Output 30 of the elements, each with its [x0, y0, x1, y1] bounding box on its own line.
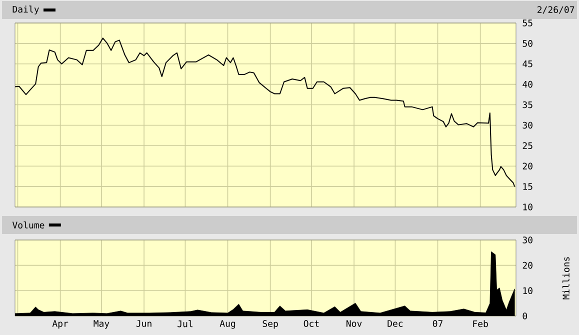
- y-tick-label: 30: [522, 122, 532, 129]
- y-tick-label: 10: [523, 204, 532, 210]
- legend-label: Volume: [12, 221, 44, 228]
- legend-label: Daily: [12, 6, 39, 14]
- x-tick-label: Jun: [136, 320, 152, 327]
- y-tick-label: 0: [522, 312, 528, 320]
- y-tick-label: 50: [522, 40, 532, 47]
- text: 2/26/07: [538, 6, 574, 14]
- x-tick-label: Jul: [178, 320, 192, 328]
- x-tick-label: Apr: [52, 320, 68, 329]
- x-tick-label: Sep: [262, 320, 278, 329]
- line-series: [15, 38, 516, 188]
- x-tick-label: May: [94, 320, 110, 329]
- y-tick-label: 20: [522, 262, 532, 269]
- y-tick-label: 45: [522, 60, 532, 68]
- y-tick-label: 25: [522, 142, 532, 150]
- x-tick-label: Feb: [473, 320, 488, 328]
- x-tick-label: Dec: [388, 320, 403, 327]
- y-tick-label: 40: [522, 80, 532, 88]
- y-tick-label: 30: [522, 236, 532, 244]
- y-tick-label: 15: [523, 183, 532, 190]
- y-tick-label: 10: [523, 287, 532, 294]
- y-tick-label: 35: [522, 101, 532, 108]
- y-tick-label: 55: [522, 20, 532, 26]
- x-tick-label: Oct: [304, 320, 319, 327]
- x-tick-label: Aug: [220, 320, 236, 329]
- y-tick-label: 20: [522, 162, 532, 170]
- x-tick-label: Nov: [346, 320, 362, 327]
- y-axis-title: Millions: [562, 257, 570, 300]
- x-tick-label: 07: [432, 320, 442, 327]
